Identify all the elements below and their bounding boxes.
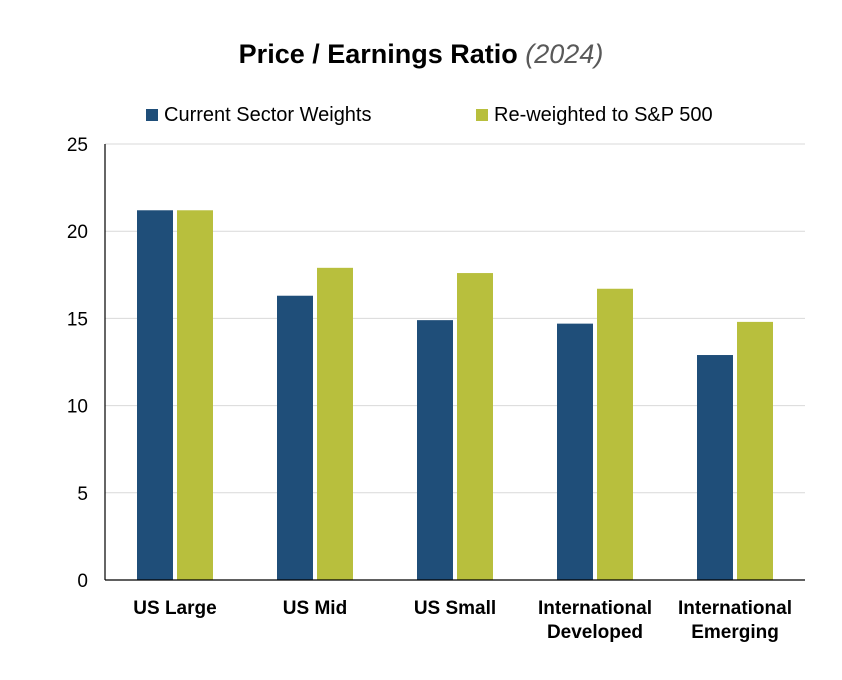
- y-tick-label: 5: [77, 484, 88, 505]
- chart-title-text: Price / Earnings Ratio: [238, 39, 518, 69]
- bar-current-1: [277, 295, 313, 580]
- y-tick-label: 15: [67, 309, 88, 330]
- x-tick-label-line: US Small: [414, 598, 496, 619]
- legend-label-current: Current Sector Weights: [164, 103, 372, 126]
- x-tick-label-line: International: [538, 598, 652, 619]
- x-axis: US Large US Mid US Small International Devel…: [105, 579, 805, 643]
- bars: [137, 210, 773, 580]
- legend-swatch-current: [146, 109, 158, 121]
- y-axis: 0 5 10 15 20 25: [67, 135, 106, 592]
- chart-subtitle: (2024): [525, 39, 604, 69]
- legend-swatch-reweighted: [476, 109, 488, 121]
- bar-reweighted-4: [737, 321, 773, 580]
- bar-reweighted-1: [317, 267, 353, 580]
- x-tick-label: US Large: [133, 598, 216, 619]
- x-tick-label-line: Emerging: [691, 622, 779, 643]
- y-tick-label: 25: [67, 135, 88, 156]
- bar-current-0: [137, 210, 173, 580]
- legend-item-reweighted: Re-weighted to S&P 500: [476, 101, 713, 129]
- y-tick-label: 10: [67, 397, 88, 418]
- x-tick-label-line: International: [678, 598, 792, 619]
- chart-title: Price / Earnings Ratio (2024): [0, 36, 842, 72]
- bar-current-4: [697, 355, 733, 580]
- y-tick-label: 0: [77, 571, 88, 592]
- x-tick-label: International Emerging: [678, 598, 792, 643]
- x-tick-label: International Developed: [538, 598, 652, 643]
- bar-reweighted-2: [457, 273, 493, 580]
- y-tick-label: 20: [67, 222, 88, 243]
- bar-current-3: [557, 323, 593, 580]
- x-tick-label: US Mid: [283, 598, 347, 619]
- x-tick-label: US Small: [414, 598, 496, 619]
- x-tick-label-line: US Mid: [283, 598, 347, 619]
- x-tick-label-line: US Large: [133, 598, 216, 619]
- chart-legend: Current Sector Weights Re-weighted to S&…: [0, 101, 842, 129]
- grid-lines: [105, 143, 805, 494]
- bar-reweighted-0: [177, 210, 213, 580]
- x-tick-label-line: Developed: [547, 622, 643, 643]
- bar-reweighted-3: [597, 288, 633, 580]
- bar-current-2: [417, 320, 453, 580]
- legend-label-reweighted: Re-weighted to S&P 500: [494, 103, 713, 126]
- legend-item-current: Current Sector Weights: [146, 101, 372, 129]
